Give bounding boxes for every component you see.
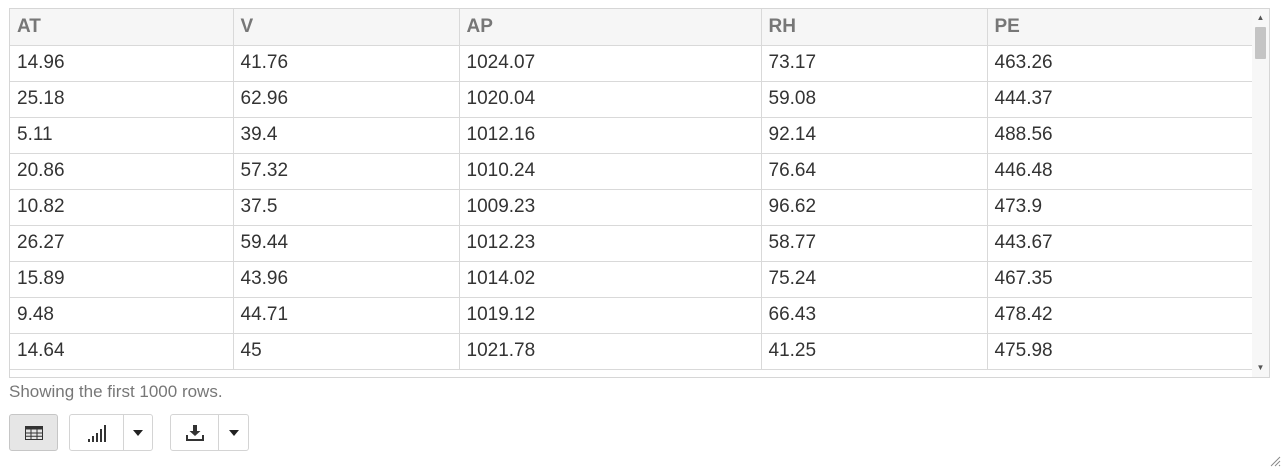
table-cell: 59.44 xyxy=(233,225,460,262)
table-cell: 1012.16 xyxy=(459,117,762,154)
table-cell: 1010.24 xyxy=(459,153,762,190)
bar-chart-icon xyxy=(87,424,106,442)
column-header[interactable]: V xyxy=(233,9,460,46)
table-cell: 1014.02 xyxy=(459,261,762,298)
vertical-scrollbar[interactable]: ▲ ▼ xyxy=(1252,9,1269,377)
table-cell: 463.26 xyxy=(987,45,1254,82)
table-cell: 5.11 xyxy=(10,117,234,154)
table-cell: 9.48 xyxy=(10,297,234,334)
table-cell: 467.35 xyxy=(987,261,1254,298)
table-cell: 475.98 xyxy=(987,333,1254,370)
table-cell: 1012.23 xyxy=(459,225,762,262)
table-row: 9.48 44.71 1019.12 66.43 478.42 xyxy=(10,297,1254,334)
table-cell: 57.32 xyxy=(233,153,460,190)
table-cell: 1024.07 xyxy=(459,45,762,82)
table-cell: 25.18 xyxy=(10,81,234,118)
table-cell: 41.76 xyxy=(233,45,460,82)
download-button[interactable] xyxy=(171,415,218,450)
chevron-down-icon xyxy=(228,429,239,436)
table-cell: 444.37 xyxy=(987,81,1254,118)
table-row: 10.82 37.5 1009.23 96.62 473.9 xyxy=(10,189,1254,226)
table-cell: 59.08 xyxy=(761,81,988,118)
table-cell: 1020.04 xyxy=(459,81,762,118)
results-table: AT V AP RH PE 14.96 41.76 1024.07 73.17 … xyxy=(10,9,1254,370)
chart-button-group xyxy=(69,414,153,451)
table-cell: 75.24 xyxy=(761,261,988,298)
scrollbar-thumb[interactable] xyxy=(1255,27,1266,59)
table-cell: 10.82 xyxy=(10,189,234,226)
table-grid-icon xyxy=(24,425,43,440)
table-cell: 478.42 xyxy=(987,297,1254,334)
table-cell: 15.89 xyxy=(10,261,234,298)
table-cell: 76.64 xyxy=(761,153,988,190)
table-cell: 73.17 xyxy=(761,45,988,82)
table-row: 25.18 62.96 1020.04 59.08 444.37 xyxy=(10,81,1254,118)
table-row: 15.89 43.96 1014.02 75.24 467.35 xyxy=(10,261,1254,298)
table-view-button[interactable] xyxy=(9,414,58,451)
table-cell: 26.27 xyxy=(10,225,234,262)
table-cell: 66.43 xyxy=(761,297,988,334)
column-header[interactable]: AT xyxy=(10,9,234,46)
table-cell: 14.64 xyxy=(10,333,234,370)
row-limit-note: Showing the first 1000 rows. xyxy=(9,382,223,401)
table-header-row: AT V AP RH PE xyxy=(10,9,1254,46)
download-options-dropdown[interactable] xyxy=(219,415,248,450)
table-cell: 488.56 xyxy=(987,117,1254,154)
table-cell: 20.86 xyxy=(10,153,234,190)
table-row: 14.64 45 1021.78 41.25 475.98 xyxy=(10,333,1254,370)
table-cell: 1019.12 xyxy=(459,297,762,334)
table-cell: 39.4 xyxy=(233,117,460,154)
table-cell: 58.77 xyxy=(761,225,988,262)
table-cell: 443.67 xyxy=(987,225,1254,262)
table-row: 20.86 57.32 1010.24 76.64 446.48 xyxy=(10,153,1254,190)
table-row: 14.96 41.76 1024.07 73.17 463.26 xyxy=(10,45,1254,82)
download-button-group xyxy=(170,414,249,451)
table-cell: 96.62 xyxy=(761,189,988,226)
resize-handle-icon[interactable] xyxy=(1269,455,1281,467)
table-cell: 37.5 xyxy=(233,189,460,226)
scroll-down-arrow-icon[interactable]: ▼ xyxy=(1256,363,1265,372)
results-table-container[interactable]: AT V AP RH PE 14.96 41.76 1024.07 73.17 … xyxy=(9,8,1270,378)
table-cell: 473.9 xyxy=(987,189,1254,226)
table-cell: 446.48 xyxy=(987,153,1254,190)
table-cell: 1009.23 xyxy=(459,189,762,226)
table-cell: 43.96 xyxy=(233,261,460,298)
scroll-up-arrow-icon[interactable]: ▲ xyxy=(1256,13,1265,22)
table-cell: 92.14 xyxy=(761,117,988,154)
table-cell: 62.96 xyxy=(233,81,460,118)
chart-button[interactable] xyxy=(70,415,123,450)
table-cell: 14.96 xyxy=(10,45,234,82)
table-cell: 41.25 xyxy=(761,333,988,370)
table-cell: 1021.78 xyxy=(459,333,762,370)
download-icon xyxy=(185,424,204,441)
table-cell: 44.71 xyxy=(233,297,460,334)
column-header[interactable]: RH xyxy=(761,9,988,46)
column-header[interactable]: PE xyxy=(987,9,1254,46)
table-row: 5.11 39.4 1012.16 92.14 488.56 xyxy=(10,117,1254,154)
chevron-down-icon xyxy=(133,429,143,436)
column-header[interactable]: AP xyxy=(459,9,762,46)
chart-options-dropdown[interactable] xyxy=(124,415,152,450)
table-cell: 45 xyxy=(233,333,460,370)
table-row: 26.27 59.44 1012.23 58.77 443.67 xyxy=(10,225,1254,262)
